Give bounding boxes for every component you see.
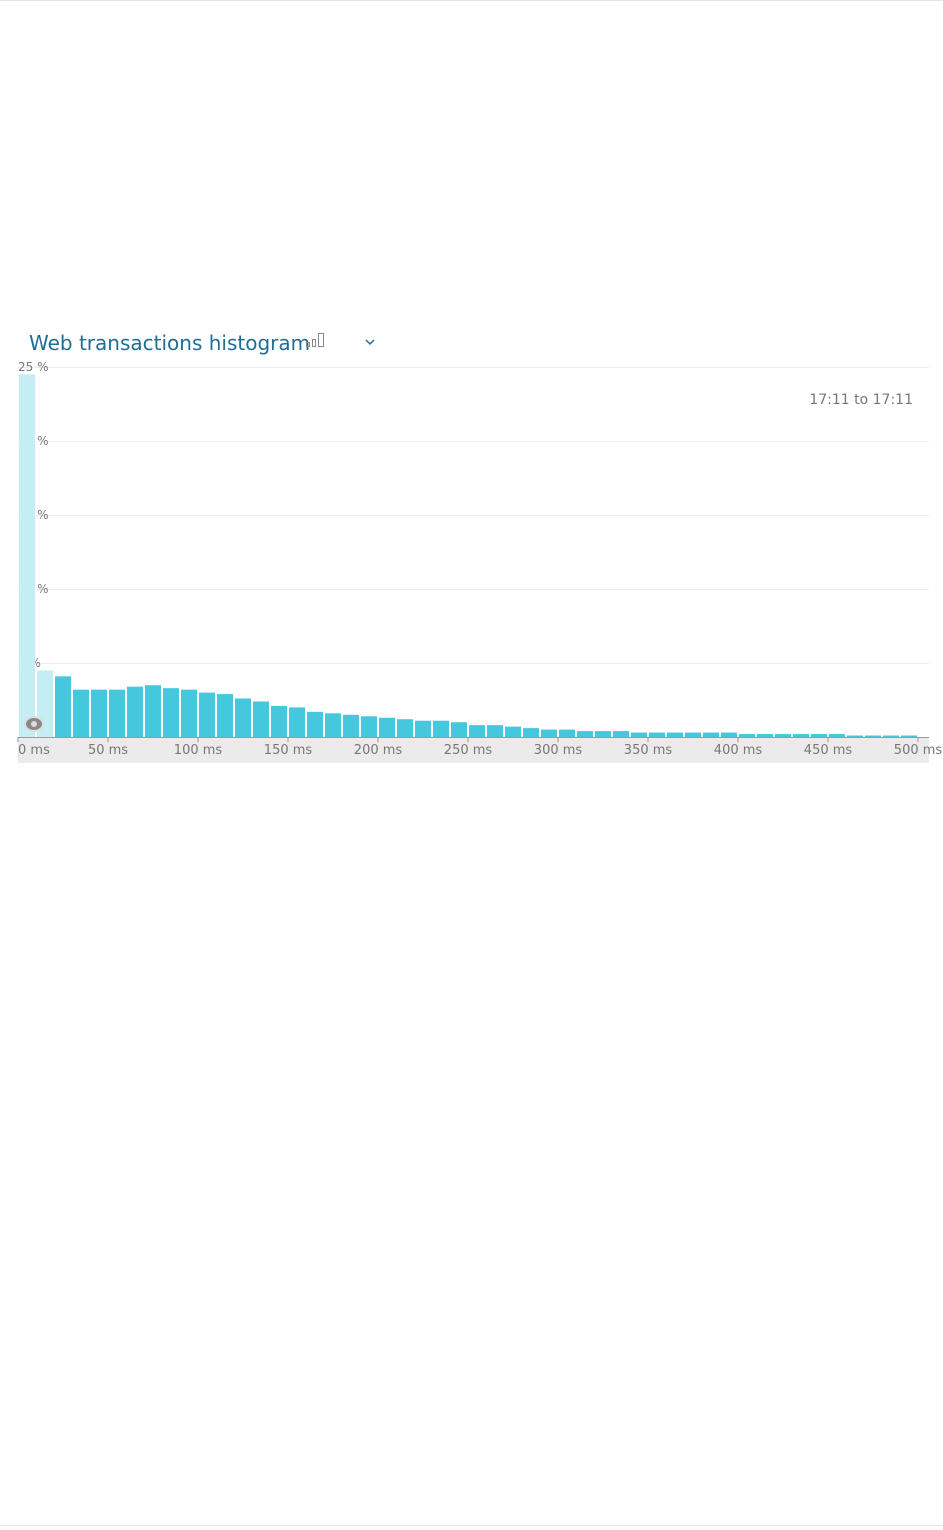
- x-axis-band: [18, 738, 929, 763]
- bar: [523, 728, 539, 737]
- bar: [541, 729, 557, 737]
- bar: [577, 731, 593, 737]
- x-tick-label: 350 ms: [624, 743, 673, 758]
- x-tick-label: 500 ms: [894, 743, 943, 758]
- bar: [433, 720, 449, 737]
- x-tick-label: 100 ms: [174, 743, 223, 758]
- bar: [217, 694, 233, 737]
- bar: [865, 735, 881, 737]
- bar: [829, 734, 845, 737]
- bar: [793, 734, 809, 737]
- range-handle-dot: [31, 721, 37, 727]
- bar: [397, 719, 413, 737]
- x-tick-label: 200 ms: [354, 743, 403, 758]
- bar: [559, 729, 575, 737]
- bar: [19, 374, 35, 737]
- bar: [271, 705, 287, 737]
- bar: [253, 701, 269, 737]
- chart-title[interactable]: Web transactions histogram: [29, 331, 310, 355]
- bar: [883, 735, 899, 737]
- bar: [739, 734, 755, 737]
- bar: [811, 734, 827, 737]
- bar: [109, 689, 125, 737]
- x-tick-label: 450 ms: [804, 743, 853, 758]
- bar: [775, 734, 791, 737]
- x-tick-label: 300 ms: [534, 743, 583, 758]
- bar: [703, 732, 719, 737]
- y-tick-label: 25 %: [18, 360, 49, 374]
- bar: [91, 689, 107, 737]
- bar: [289, 707, 305, 737]
- chart-type-icon[interactable]: [306, 333, 324, 347]
- bar: [163, 688, 179, 737]
- bar: [55, 676, 71, 737]
- bar: [901, 735, 917, 737]
- bar: [307, 711, 323, 737]
- bar: [487, 725, 503, 737]
- bar: [415, 720, 431, 737]
- bar: [505, 726, 521, 737]
- bar: [181, 689, 197, 737]
- x-tick-label: 400 ms: [714, 743, 763, 758]
- x-tick-label: 150 ms: [264, 743, 313, 758]
- dropdown-chevron[interactable]: [365, 339, 375, 346]
- bar: [73, 689, 89, 737]
- bar: [199, 692, 215, 737]
- bar: [235, 698, 251, 737]
- bar: [847, 735, 863, 737]
- x-tick-label: 250 ms: [444, 743, 493, 758]
- bar: [379, 717, 395, 737]
- bar: [343, 714, 359, 737]
- bar: [469, 725, 485, 737]
- x-tick-label: 50 ms: [88, 743, 128, 758]
- bar: [451, 722, 467, 737]
- bar: [613, 731, 629, 737]
- bar: [631, 732, 647, 737]
- bar: [685, 732, 701, 737]
- bar: [595, 731, 611, 737]
- x-tick-label: 0 ms: [18, 743, 50, 758]
- bar: [127, 686, 143, 737]
- bar: [721, 732, 737, 737]
- time-range: 17:11 to 17:11: [809, 392, 913, 408]
- bar: [145, 685, 161, 737]
- bar: [667, 732, 683, 737]
- bar: [361, 716, 377, 737]
- bar: [325, 713, 341, 737]
- bar: [649, 732, 665, 737]
- bar: [757, 734, 773, 737]
